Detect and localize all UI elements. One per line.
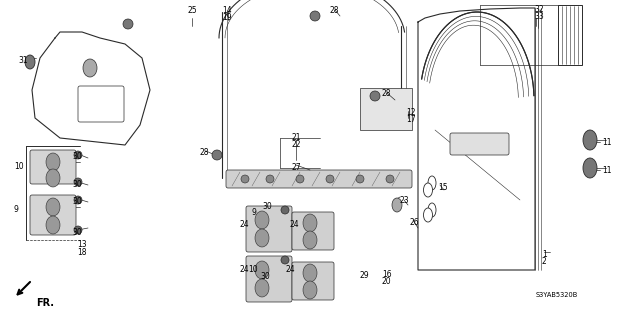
Circle shape xyxy=(266,175,274,183)
Text: 21: 21 xyxy=(292,133,301,142)
Ellipse shape xyxy=(255,261,269,279)
Text: 10: 10 xyxy=(14,162,24,171)
Text: 24: 24 xyxy=(290,220,300,229)
FancyBboxPatch shape xyxy=(78,86,124,122)
Circle shape xyxy=(74,196,82,204)
Ellipse shape xyxy=(303,214,317,232)
Text: 2: 2 xyxy=(542,257,547,266)
Ellipse shape xyxy=(255,211,269,229)
Text: 29: 29 xyxy=(360,271,370,280)
Circle shape xyxy=(74,178,82,186)
Text: 30: 30 xyxy=(72,228,82,237)
Text: 31: 31 xyxy=(18,56,28,65)
Ellipse shape xyxy=(583,130,597,150)
Text: 33: 33 xyxy=(534,12,544,21)
Text: 30: 30 xyxy=(72,180,82,189)
Ellipse shape xyxy=(46,169,60,187)
Text: 9: 9 xyxy=(252,208,257,217)
Text: 27: 27 xyxy=(292,163,301,172)
Circle shape xyxy=(123,19,133,29)
Ellipse shape xyxy=(392,198,402,212)
Text: 11: 11 xyxy=(602,138,611,147)
Ellipse shape xyxy=(255,279,269,297)
Text: 30: 30 xyxy=(260,272,269,281)
Text: 16: 16 xyxy=(382,270,392,279)
Text: 30: 30 xyxy=(262,202,272,211)
Ellipse shape xyxy=(46,216,60,234)
Text: 28: 28 xyxy=(200,148,209,157)
FancyBboxPatch shape xyxy=(292,262,334,300)
Text: 1: 1 xyxy=(542,250,547,259)
Circle shape xyxy=(74,226,82,234)
Circle shape xyxy=(386,175,394,183)
Text: 11: 11 xyxy=(602,166,611,175)
FancyBboxPatch shape xyxy=(30,195,76,235)
Circle shape xyxy=(356,175,364,183)
Ellipse shape xyxy=(25,55,35,69)
Ellipse shape xyxy=(46,153,60,171)
Text: 22: 22 xyxy=(292,140,301,149)
FancyBboxPatch shape xyxy=(30,150,76,184)
Text: 18: 18 xyxy=(77,248,87,257)
Text: 19: 19 xyxy=(222,13,232,22)
Bar xyxy=(360,88,412,130)
Ellipse shape xyxy=(424,183,433,197)
Ellipse shape xyxy=(428,176,436,190)
FancyBboxPatch shape xyxy=(226,170,412,188)
Circle shape xyxy=(326,175,334,183)
Circle shape xyxy=(281,256,289,264)
Text: 17: 17 xyxy=(406,115,415,124)
Circle shape xyxy=(281,206,289,214)
Text: 12: 12 xyxy=(406,108,415,117)
Text: 15: 15 xyxy=(438,183,447,192)
Text: 20: 20 xyxy=(382,277,392,286)
Text: 32: 32 xyxy=(534,5,543,14)
Text: 28: 28 xyxy=(330,6,339,15)
FancyBboxPatch shape xyxy=(292,212,334,250)
Text: 23: 23 xyxy=(400,196,410,205)
Circle shape xyxy=(296,175,304,183)
FancyBboxPatch shape xyxy=(450,133,509,155)
Text: 14: 14 xyxy=(222,6,232,15)
Ellipse shape xyxy=(583,158,597,178)
Circle shape xyxy=(212,150,222,160)
Ellipse shape xyxy=(303,231,317,249)
Text: 28: 28 xyxy=(381,89,390,98)
Text: 26: 26 xyxy=(410,218,420,227)
Text: 30: 30 xyxy=(72,197,82,206)
Circle shape xyxy=(74,151,82,159)
Text: 13: 13 xyxy=(77,240,87,249)
Circle shape xyxy=(241,175,249,183)
Circle shape xyxy=(310,11,320,21)
Text: 25: 25 xyxy=(187,6,197,15)
Ellipse shape xyxy=(424,208,433,222)
FancyBboxPatch shape xyxy=(246,256,292,302)
Ellipse shape xyxy=(303,281,317,299)
Circle shape xyxy=(370,91,380,101)
Ellipse shape xyxy=(428,203,436,217)
Ellipse shape xyxy=(255,229,269,247)
Text: 9: 9 xyxy=(14,205,19,214)
Text: FR.: FR. xyxy=(36,298,54,308)
FancyBboxPatch shape xyxy=(246,206,292,252)
Text: 10: 10 xyxy=(248,265,258,274)
Text: 30: 30 xyxy=(72,152,82,161)
Text: 24: 24 xyxy=(240,265,250,274)
Text: 24: 24 xyxy=(285,265,294,274)
Ellipse shape xyxy=(83,59,97,77)
Bar xyxy=(558,5,582,65)
Text: S3YAB5320B: S3YAB5320B xyxy=(536,292,579,298)
Text: 24: 24 xyxy=(240,220,250,229)
Ellipse shape xyxy=(303,264,317,282)
Ellipse shape xyxy=(46,198,60,216)
